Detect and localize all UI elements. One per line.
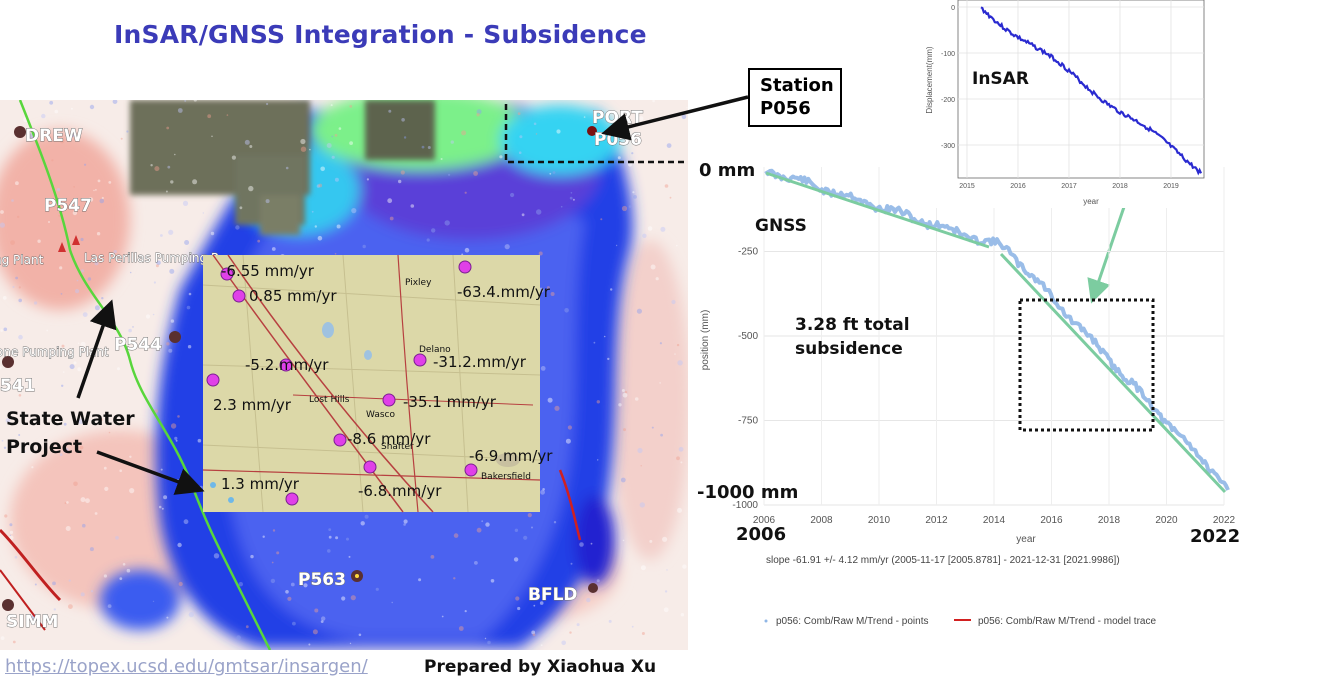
credit: Prepared by Xiaohua Xu xyxy=(424,657,657,677)
gnss-xtick: 2006 xyxy=(753,515,776,526)
gnss-ytick: -750 xyxy=(738,416,758,427)
station-p056-box xyxy=(504,100,688,164)
station-label-bfld: BFLD xyxy=(528,585,578,605)
insar-ylabel: Displacement(mm) xyxy=(925,46,934,113)
gnss-xtick: 2010 xyxy=(868,515,891,526)
station-label-p056: P056 xyxy=(594,130,642,150)
gnss-xtick: 2020 xyxy=(1155,515,1178,526)
gnss-chart: -250-500-750-1000 2006 2008 2010 2012 2014 20… xyxy=(700,167,1236,627)
insar-ytick: -300 xyxy=(941,143,955,150)
town-shafter: Shafter xyxy=(381,442,414,452)
rate-label-10: 1.3 mm/yr xyxy=(221,475,300,493)
insar-label: InSAR xyxy=(972,69,1029,89)
station-label-simm: SIMM xyxy=(6,612,58,632)
town-lost-hills: Lost Hills xyxy=(309,395,350,405)
gnss-xtick: 2014 xyxy=(983,515,1006,526)
water-project-line1: State Water xyxy=(6,408,135,430)
station-label-port: PORT xyxy=(592,108,643,128)
slide-title: InSAR/GNSS Integration - Subsidence xyxy=(114,20,647,49)
gnss-points-series xyxy=(764,168,1230,491)
station-label-drew: DREW xyxy=(25,126,83,146)
rate-label-2: 0.85 mm/yr xyxy=(249,287,337,305)
place-label-las-perillas: Las Perillas Pumping P xyxy=(84,251,218,265)
inset-rate-markers xyxy=(206,260,478,506)
gnss-ylabel: position (mm) xyxy=(700,310,711,371)
gnss-trend-1 xyxy=(765,171,990,249)
inset-topo-map: Pixley Delano Lost Hills Wasco Shafter B… xyxy=(202,254,553,513)
insar-ytick: -100 xyxy=(941,51,955,58)
gnss-zoom-box xyxy=(1018,298,1155,432)
farm-fields xyxy=(130,100,435,235)
insar-xtick: 2016 xyxy=(1010,183,1026,190)
gnss-xtick: 2016 xyxy=(1040,515,1063,526)
gnss-slope-text: slope -61.91 +/- 4.12 mm/yr (2005-11-17 … xyxy=(766,555,1120,566)
insar-xtick: 2018 xyxy=(1112,183,1128,190)
station-label-p563: P563 xyxy=(298,570,346,590)
gnss-y-ticks: -250 -500 -750 -1000 xyxy=(732,247,758,512)
insar-ytick: 0 xyxy=(951,5,955,12)
source-link[interactable]: https://topex.ucsd.edu/gmtsar/insargen/ xyxy=(5,656,368,677)
gnss-xtick: 2012 xyxy=(925,515,948,526)
water-project-callout: State Water Project xyxy=(6,406,135,461)
pumping-plant-pins xyxy=(58,235,80,252)
insar-chart: 0 -100 -200 -300 2015 2016 2017 2018 2019 Displa… xyxy=(922,0,1206,208)
gnss-xtick: 2008 xyxy=(810,515,833,526)
gnss-annotation: 3.28 ft total subsidence xyxy=(795,314,910,362)
rate-label-7: -35.1 mm/yr xyxy=(403,393,497,411)
rate-label-9: -6.9.mm/yr xyxy=(469,447,553,465)
gnss-start-year: 2006 xyxy=(736,524,787,545)
gnss-x-ticks: 2006 2008 2010 2012 2014 2016 2018 2020 2022 xyxy=(753,515,1236,526)
gnss-annotation-line1: 3.28 ft total xyxy=(795,315,910,335)
insar-xlabel: year xyxy=(1083,197,1099,206)
town-bakersfield: Bakersfield xyxy=(481,472,531,482)
station-callout-text: Station P056 xyxy=(760,75,834,120)
insar-map[interactable]: DREW P547 P544 541 P563 BFLD SIMM PORT P… xyxy=(0,100,688,650)
gnss-end-year: 2022 xyxy=(1190,526,1241,547)
gnss-ytick: -250 xyxy=(738,247,758,258)
gnss-xtick: 2018 xyxy=(1098,515,1121,526)
town-pixley: Pixley xyxy=(405,278,432,288)
gnss-xlabel: year xyxy=(1016,534,1036,545)
insar-grid: 0 -100 -200 -300 2015 2016 2017 2018 2019 xyxy=(941,0,1204,190)
rate-label-5: -31.2.mm/yr xyxy=(433,353,527,371)
rate-label-1: -6.55 mm/yr xyxy=(221,262,315,280)
gnss-trend-2 xyxy=(999,252,1227,494)
rate-label-3: -63.4.mm/yr xyxy=(457,283,551,301)
gnss-grid xyxy=(763,167,1225,506)
gnss-min-label: -1000 mm xyxy=(697,482,799,503)
rate-label-8: -8.6 mm/yr xyxy=(347,430,431,448)
gnss-legend-trace: p056: Comb/Raw M/Trend - model trace xyxy=(978,616,1156,627)
place-label-plant: ng Plant xyxy=(0,253,44,267)
insar-xtick: 2015 xyxy=(959,183,975,190)
station-label-p544: P544 xyxy=(114,335,162,355)
place-label-pumping-plant: one Pumping Plant xyxy=(0,345,109,359)
gnss-zero-label: 0 mm xyxy=(699,160,756,181)
insar-xtick: 2017 xyxy=(1061,183,1077,190)
insar-series xyxy=(980,6,1203,176)
station-label-541: 541 xyxy=(0,376,36,396)
station-callout: Station P056 xyxy=(748,68,842,127)
station-label-p547: P547 xyxy=(44,196,92,216)
town-delano: Delano xyxy=(419,345,451,355)
rate-label-6: 2.3 mm/yr xyxy=(213,396,292,414)
gnss-annotation-line2: subsidence xyxy=(795,338,903,359)
town-wasco: Wasco xyxy=(366,410,395,420)
state-water-project-canal xyxy=(18,100,272,650)
gnss-ytick: -1000 xyxy=(732,500,758,511)
gnss-ytick: -500 xyxy=(738,331,758,342)
gnss-label: GNSS xyxy=(755,216,807,236)
insar-xtick: 2019 xyxy=(1163,183,1179,190)
water-project-line2: Project xyxy=(6,435,83,458)
rate-label-4: -5.2.mm/yr xyxy=(245,356,329,374)
station-markers xyxy=(2,126,598,611)
insar-ytick: -200 xyxy=(941,97,955,104)
gnss-legend-points: p056: Comb/Raw M/Trend - points xyxy=(776,616,928,627)
rate-label-11: -6.8.mm/yr xyxy=(358,482,442,500)
gnss-xtick: 2022 xyxy=(1213,515,1236,526)
